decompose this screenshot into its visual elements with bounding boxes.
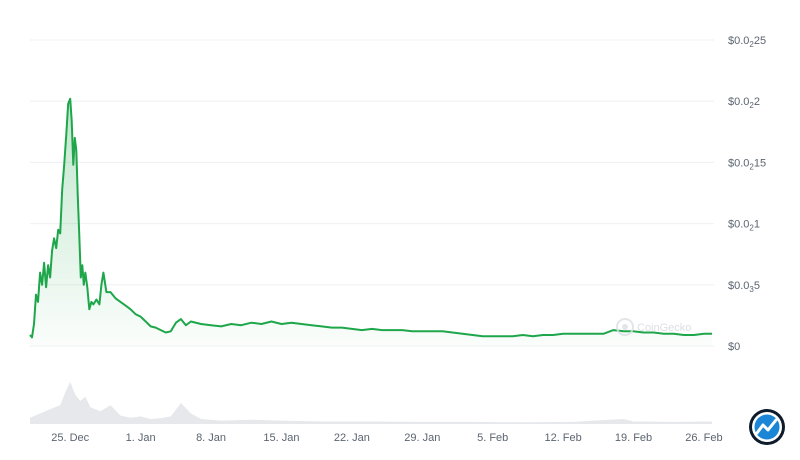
coingecko-watermark: CoinGecko bbox=[616, 318, 691, 336]
y-axis-ticks: $0 $0.035 $0.021 $0.0215 $0.022 $0.0225 bbox=[728, 35, 766, 353]
gecko-watermark-icon bbox=[616, 318, 634, 336]
y-tick-label: $0.0215 bbox=[728, 157, 766, 171]
grid-lines bbox=[30, 39, 714, 347]
y-tick-label: $0.0225 bbox=[728, 35, 766, 49]
y-tick-label: $0 bbox=[728, 341, 740, 353]
volume-shape bbox=[30, 382, 712, 424]
chart-trend-badge-icon bbox=[748, 408, 786, 446]
volume-area bbox=[30, 382, 712, 424]
x-tick-label: 29. Jan bbox=[404, 432, 440, 444]
x-tick-label: 12. Feb bbox=[544, 432, 581, 444]
x-tick-label: 1. Jan bbox=[126, 432, 156, 444]
x-tick-label: 5. Feb bbox=[477, 432, 508, 444]
x-tick-label: 15. Jan bbox=[263, 432, 299, 444]
y-tick-label: $0.022 bbox=[728, 96, 760, 110]
price-series-line bbox=[29, 97, 712, 339]
x-axis-ticks: 25. Dec 1. Jan 8. Jan 15. Jan 22. Jan 29. Jan… bbox=[51, 432, 722, 444]
x-tick-label: 19. Feb bbox=[615, 432, 652, 444]
y-tick-label: $0.021 bbox=[728, 219, 760, 233]
x-tick-label: 25. Dec bbox=[51, 432, 89, 444]
price-area bbox=[30, 98, 712, 346]
x-tick-label: 26. Feb bbox=[685, 432, 722, 444]
x-tick-label: 8. Jan bbox=[196, 432, 226, 444]
price-line bbox=[29, 97, 712, 339]
y-tick-label: $0.035 bbox=[728, 280, 760, 294]
price-area-fill bbox=[30, 98, 712, 346]
x-tick-label: 22. Jan bbox=[334, 432, 370, 444]
watermark-text: CoinGecko bbox=[637, 322, 691, 334]
